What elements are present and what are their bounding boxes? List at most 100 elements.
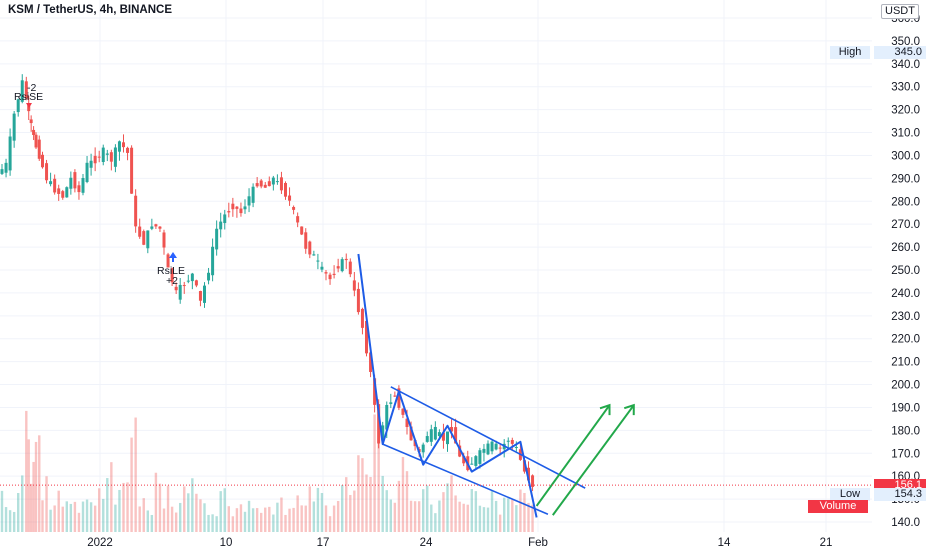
candle-body	[308, 241, 312, 255]
candle-body	[27, 104, 31, 112]
candle-body	[215, 228, 219, 250]
volume-bar	[73, 501, 77, 532]
volume-bar	[296, 495, 299, 532]
price-tick-label: 180.0	[891, 425, 920, 437]
volume-bar	[381, 475, 384, 532]
candle-body	[57, 188, 61, 194]
volume-bar	[85, 499, 89, 532]
volume-bar	[320, 493, 324, 532]
volume-bar	[142, 498, 145, 532]
price-tick-label: 220.0	[891, 334, 920, 346]
candle-body	[85, 162, 89, 182]
candle-body	[61, 191, 65, 198]
candle-body	[522, 460, 526, 472]
candle-body	[73, 172, 77, 189]
volume-bar	[357, 455, 360, 532]
candle-body	[304, 232, 308, 249]
volume-bar	[162, 508, 166, 532]
candle-body	[182, 285, 186, 287]
volume-bar	[434, 513, 437, 532]
candle-body	[531, 475, 535, 487]
candle-body	[158, 226, 162, 229]
volume-bar	[215, 516, 218, 532]
volume-bar	[27, 439, 30, 532]
candle-body	[454, 427, 458, 444]
candle-body	[34, 134, 38, 148]
candle-body	[441, 432, 445, 441]
volume-bar	[12, 511, 16, 532]
candle-body	[288, 195, 292, 201]
volume-bar	[219, 491, 222, 532]
volume-bar	[511, 499, 514, 532]
candle-body	[271, 177, 275, 185]
candle-body	[49, 181, 53, 185]
volume-bar	[316, 487, 320, 532]
candle-body	[93, 155, 97, 164]
candle-body	[316, 260, 320, 262]
price-tick-label: 330.0	[891, 82, 920, 94]
volume-bar	[494, 500, 498, 532]
candle-body	[101, 147, 105, 162]
candle-body	[41, 154, 44, 168]
candle-body	[381, 425, 385, 441]
volume-bar	[413, 501, 417, 532]
candle-body	[510, 440, 514, 444]
volume-bar	[324, 505, 328, 532]
volume-bar	[17, 492, 20, 532]
volume-bar	[187, 493, 190, 532]
price-tick-label: 140.0	[891, 517, 920, 529]
candle-body	[360, 308, 364, 328]
volume-bar	[361, 458, 364, 532]
price-tick-label: 240.0	[891, 288, 920, 300]
price-tick-label: 340.0	[891, 59, 920, 71]
candle-body	[37, 139, 41, 159]
volume-bar	[231, 516, 235, 532]
volume-bar	[401, 457, 405, 532]
volume-bar	[122, 482, 125, 532]
candle-body	[385, 404, 389, 430]
long-signal-arrow-icon	[169, 252, 177, 258]
volume-bar	[353, 490, 356, 532]
volume-bar	[260, 512, 263, 532]
time-tick-label: 14	[718, 537, 731, 549]
candle-body	[336, 266, 340, 269]
volume-bar	[138, 506, 141, 532]
candle-body	[389, 402, 393, 404]
volume-bar	[478, 505, 482, 532]
volume-bar	[102, 498, 105, 532]
channel-upper-line	[390, 386, 586, 489]
volume-bar	[183, 486, 186, 532]
volume-bar	[482, 507, 486, 532]
candle-body	[146, 230, 150, 249]
volume-bar	[0, 490, 4, 532]
volume-bar	[179, 502, 182, 532]
price-tick-label: 290.0	[891, 173, 920, 185]
volume-bar	[300, 505, 303, 532]
price-tick-label: 300.0	[891, 150, 920, 162]
candle-body	[344, 258, 348, 261]
candle-body	[231, 203, 235, 210]
candle-body	[166, 254, 170, 268]
candle-body	[433, 426, 437, 440]
unit-label[interactable]: USDT	[881, 4, 919, 19]
volume-bar	[349, 494, 352, 532]
volume-bar	[166, 485, 170, 532]
volume-bar	[29, 483, 33, 532]
candle-body	[12, 113, 16, 141]
candle-body	[190, 273, 194, 282]
short-signal-arrow-icon	[26, 103, 32, 108]
candle-body	[0, 169, 4, 174]
volume-bar	[4, 507, 8, 532]
volume-bar	[195, 493, 198, 532]
volume-bar	[227, 506, 230, 532]
candle-body	[284, 182, 287, 197]
volume-bar	[199, 499, 202, 532]
candle-body	[105, 153, 109, 155]
signal-markers	[26, 103, 177, 262]
volume-bar	[170, 506, 174, 532]
volume-bar	[288, 508, 291, 532]
price-tick-label: 310.0	[891, 128, 920, 140]
volume-bar	[276, 502, 279, 532]
candle-body	[207, 272, 211, 281]
